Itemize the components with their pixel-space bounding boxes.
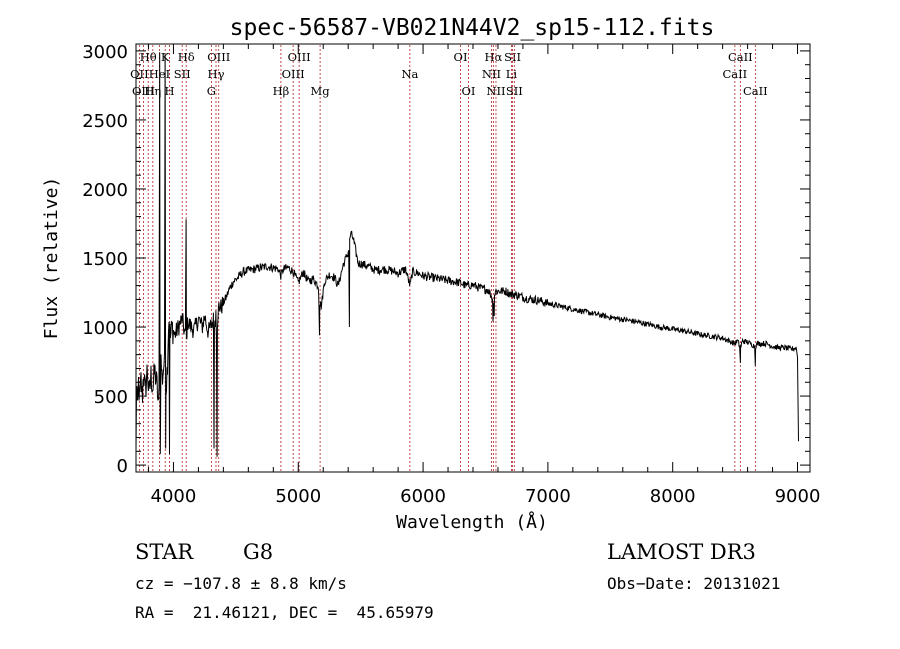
spectral-line-label: OIII <box>207 50 230 64</box>
spectral-line-label: SII <box>506 84 523 98</box>
spectrum-line <box>135 52 799 457</box>
y-tick-label: 500 <box>94 387 128 408</box>
spectral-line-label: OIII <box>282 67 305 81</box>
spectral-line-label: OI <box>454 50 468 64</box>
survey-name: LAMOST DR3 <box>607 540 756 564</box>
spectral-line-label: Hγ <box>208 67 225 81</box>
coordinates: RA = 21.46121, DEC = 45.65979 <box>135 603 434 622</box>
object-subclass: G8 <box>243 540 274 564</box>
x-tick-label: 6000 <box>400 486 446 507</box>
x-tick-label: 4000 <box>151 486 197 507</box>
spectral-line-label: CaII <box>743 84 768 98</box>
plot-frame <box>135 43 811 473</box>
y-tick-label: 1500 <box>82 249 128 270</box>
spectral-line-label: OIII <box>132 84 155 98</box>
spectral-line-label: OI <box>462 84 476 98</box>
spectral-line-label: Mg <box>311 84 331 98</box>
x-tick-label: 7000 <box>525 486 571 507</box>
obs-date: Obs−Date: 20131021 <box>607 574 781 593</box>
spectral-line-label: Na <box>401 67 418 81</box>
x-tick-label: 9000 <box>775 486 821 507</box>
spectral-line-label: Li <box>506 67 518 81</box>
x-tick-label: 8000 <box>650 486 696 507</box>
spectral-line-label: OIII <box>288 50 311 64</box>
chart-title: spec-56587-VB021N44V2_sp15-112.fits <box>230 15 715 41</box>
spectral-line-label: CaII <box>722 67 747 81</box>
y-axis-label: Flux (relative) <box>41 177 62 340</box>
y-tick-label: 2500 <box>82 111 128 132</box>
redshift-readout: cz = −107.8 ± 8.8 km/s <box>135 574 347 593</box>
spectral-line-label: H <box>165 84 175 98</box>
spectral-line-label: NII <box>482 67 501 81</box>
spectral-line-label: OII <box>130 67 149 81</box>
spectral-line-label: SII <box>504 50 521 64</box>
spectral-line-label: CaII <box>728 50 753 64</box>
spectral-line-label: SII <box>174 67 191 81</box>
spectral-line-label: Hβ <box>273 84 290 98</box>
object-class: STAR <box>135 540 194 564</box>
spectral-line-label: Hδ <box>178 50 195 64</box>
y-tick-label: 0 <box>117 456 128 477</box>
axis-ticks: 4000 5000 6000 7000 8000 9000 0 500 1000 1500 2000… <box>82 42 820 507</box>
y-tick-label: 1000 <box>82 318 128 339</box>
spectral-line-label: Hα <box>484 50 502 64</box>
spectral-line-label: G <box>207 84 216 98</box>
x-axis-label: Wavelength (Å) <box>396 511 548 533</box>
y-tick-label: 2000 <box>82 180 128 201</box>
x-tick-label: 5000 <box>275 486 321 507</box>
spectral-line-label: Hη <box>144 84 161 98</box>
spectral-line-label: Hθ <box>140 50 157 64</box>
y-tick-label: 3000 <box>82 42 128 63</box>
spectral-line-label: NII <box>486 84 505 98</box>
